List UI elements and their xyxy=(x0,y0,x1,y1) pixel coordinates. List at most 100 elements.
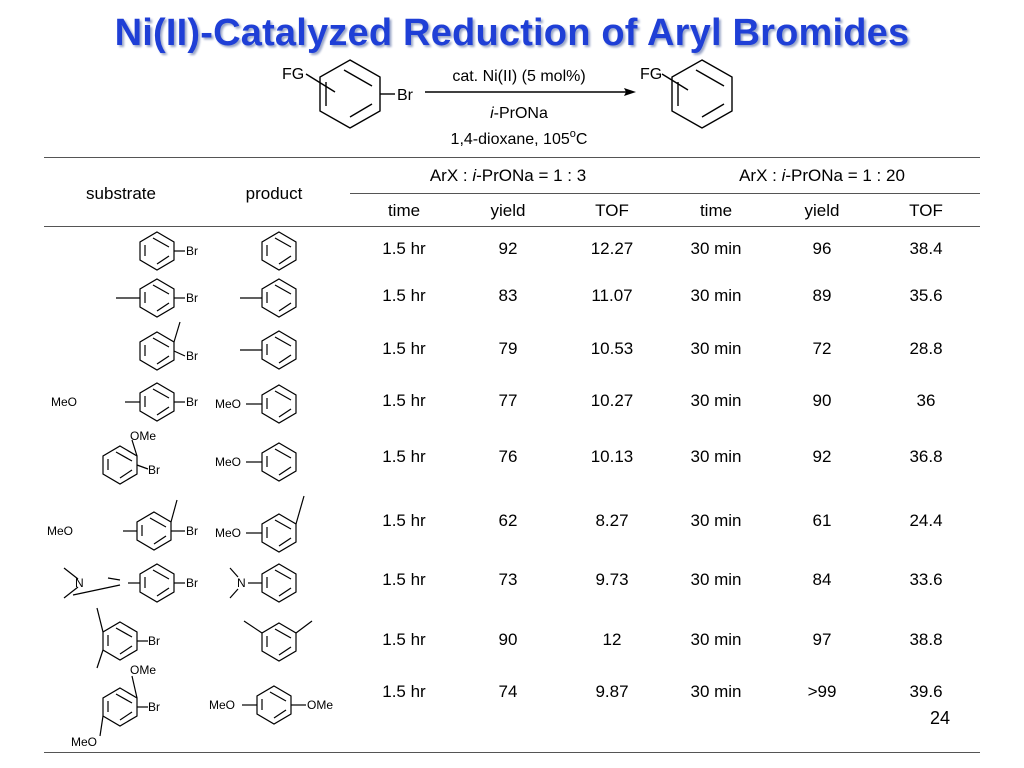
substrate-4-bromo-3-methylanisole: MeO Br xyxy=(47,499,198,551)
svg-text:Br: Br xyxy=(186,291,198,305)
subheader-yield-2: yield xyxy=(804,201,840,220)
cell-yield-1: 92 xyxy=(498,239,518,258)
cell-time-2: 30 min xyxy=(690,239,742,258)
cell-tof-1: 8.27 xyxy=(595,511,629,530)
cell-time-2: 30 min xyxy=(690,630,742,649)
cell-tof-2: 38.4 xyxy=(909,239,943,258)
subheader-tof-2: TOF xyxy=(909,201,943,220)
cell-yield-2: 90 xyxy=(812,391,832,410)
cell-tof-1: 12 xyxy=(602,630,622,649)
svg-text:MeO: MeO xyxy=(47,524,73,538)
cell-tof-2: 36 xyxy=(916,391,936,410)
cell-time-1: 1.5 hr xyxy=(382,511,426,530)
product-1-4-dimethoxybenzene: MeO OMe xyxy=(209,685,333,725)
cell-yield-2: 84 xyxy=(812,570,832,589)
reagent-text: i-PrONa xyxy=(490,105,548,122)
cell-tof-1: 11.07 xyxy=(591,286,633,305)
arrow-head-icon xyxy=(624,88,636,96)
cell-tof-2: 33.6 xyxy=(909,570,943,589)
table-bottom-rule xyxy=(44,752,980,753)
cell-time-2: 30 min xyxy=(690,447,742,466)
cell-time-2: 30 min xyxy=(690,286,742,305)
header-product: product xyxy=(245,184,303,203)
svg-text:Br: Br xyxy=(148,463,160,477)
cell-time-1: 1.5 hr xyxy=(382,339,426,358)
substrate-2-bromotoluene: Br xyxy=(139,321,198,371)
cell-yield-2: 89 xyxy=(812,286,832,305)
svg-text:MeO: MeO xyxy=(215,397,241,411)
cell-tof-1: 10.53 xyxy=(590,339,634,358)
svg-text:Br: Br xyxy=(186,395,198,409)
cell-yield-2: 72 xyxy=(812,339,832,358)
substrate-3-5-dimethylbromobenzene: Br xyxy=(96,607,160,669)
table-header-rule xyxy=(44,226,980,227)
cell-tof-1: 10.13 xyxy=(590,447,634,466)
subheader-time-1: time xyxy=(387,201,421,220)
cell-tof-1: 10.27 xyxy=(590,391,634,410)
table-top-rule xyxy=(44,157,980,158)
product-m-xylene xyxy=(243,620,313,662)
substrate-2-bromoanisole: OMe Br xyxy=(102,429,160,485)
product-dimethylaniline: N xyxy=(229,563,297,603)
svg-text:Br: Br xyxy=(186,244,198,258)
product-anisole-2: MeO xyxy=(215,442,297,482)
cell-tof-2: 36.8 xyxy=(909,447,943,466)
table-subheader-rule xyxy=(350,193,980,194)
svg-text:Br: Br xyxy=(186,349,198,363)
fg-label-right: FG xyxy=(640,66,662,83)
svg-text:MeO: MeO xyxy=(51,395,77,409)
svg-text:MeO: MeO xyxy=(209,698,235,712)
reaction-scheme: FG Br cat. Ni(II) (5 mol%) i-PrONa 1,4-d… xyxy=(282,59,733,148)
svg-text:Br: Br xyxy=(186,576,198,590)
cell-time-1: 1.5 hr xyxy=(382,391,426,410)
cell-tof-2: 28.8 xyxy=(909,339,943,358)
svg-text:N: N xyxy=(75,576,84,590)
cell-yield-2: 61 xyxy=(812,511,832,530)
cell-time-2: 30 min xyxy=(690,511,742,530)
cell-yield-1: 90 xyxy=(498,630,518,649)
cell-yield-1: 77 xyxy=(498,391,518,410)
cell-tof-1: 12.27 xyxy=(590,239,634,258)
product-3-methylanisole: MeO xyxy=(215,495,305,553)
cell-yield-1: 83 xyxy=(498,286,518,305)
cell-yield-2: 96 xyxy=(812,239,832,258)
substrate-2-bromo-1-4-dimethoxybenzene: OMe Br MeO xyxy=(71,663,160,749)
product-toluene-1 xyxy=(240,278,297,318)
cell-time-1: 1.5 hr xyxy=(382,447,426,466)
page-number: 24 xyxy=(930,708,951,728)
svg-text:OMe: OMe xyxy=(307,698,333,712)
substrate-4-bromoanisole: MeO Br xyxy=(51,382,198,422)
product-toluene-2 xyxy=(240,330,297,370)
conditions-text: 1,4-dioxane, 105oC xyxy=(451,128,588,148)
fg-label-left: FG xyxy=(282,66,304,83)
cell-yield-1: 62 xyxy=(498,511,518,530)
cell-time-2: 30 min xyxy=(690,339,742,358)
cell-yield-2: >99 xyxy=(807,682,837,701)
svg-text:OMe: OMe xyxy=(130,663,156,677)
cell-time-1: 1.5 hr xyxy=(382,682,426,701)
cell-time-2: 30 min xyxy=(690,570,742,589)
header-ratio-1-3: ArX : i-PrONa = 1 : 3 xyxy=(429,166,587,185)
product-benzene xyxy=(261,231,297,271)
svg-text:Br: Br xyxy=(148,700,160,714)
cell-yield-2: 97 xyxy=(812,630,832,649)
cell-time-2: 30 min xyxy=(690,682,742,701)
slide-title: Ni(II)-Catalyzed Reduction of Aryl Bromi… xyxy=(114,12,910,54)
svg-text:N: N xyxy=(237,576,246,590)
svg-text:MeO: MeO xyxy=(215,455,241,469)
substrate-4-bromotoluene: Br xyxy=(116,278,198,318)
cell-tof-2: 38.8 xyxy=(909,630,943,649)
svg-text:MeO: MeO xyxy=(215,526,241,540)
cell-tof-2: 24.4 xyxy=(909,511,943,530)
substrate-4-bromo-dimethylaniline: N Br xyxy=(63,563,198,603)
catalyst-text: cat. Ni(II) (5 mol%) xyxy=(452,68,585,85)
cell-yield-1: 74 xyxy=(498,682,518,701)
cell-time-2: 30 min xyxy=(690,391,742,410)
cell-time-1: 1.5 hr xyxy=(382,286,426,305)
cell-yield-1: 73 xyxy=(498,570,518,589)
cell-tof-2: 35.6 xyxy=(909,286,943,305)
subheader-yield-1: yield xyxy=(490,201,526,220)
substrate-bromobenzene: Br xyxy=(139,231,198,271)
cell-tof-1: 9.87 xyxy=(595,682,629,701)
subheader-time-2: time xyxy=(699,201,733,220)
